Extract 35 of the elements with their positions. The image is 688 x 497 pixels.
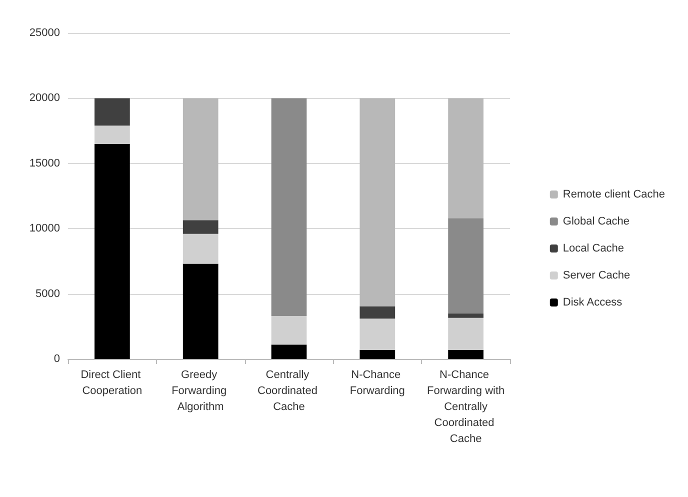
bar xyxy=(448,350,484,359)
x-tick-label: N-Chance Forwarding xyxy=(350,369,405,397)
y-tick-label: 15000 xyxy=(29,157,60,170)
bar xyxy=(94,126,130,144)
legend-label: Remote client Cache xyxy=(562,188,666,200)
legend-label: Local Cache xyxy=(562,242,624,254)
legend-label: Server Cache xyxy=(562,270,630,282)
bar xyxy=(271,344,307,359)
y-tick-label: 10000 xyxy=(29,222,60,235)
y-tick-label: 20000 xyxy=(29,92,60,104)
bar xyxy=(182,98,218,220)
y-tick-label: 0 xyxy=(54,353,60,365)
x-tick-label: Direct Client Cooperation xyxy=(80,369,144,397)
x-tick-label: Centrally Coordinated Cache xyxy=(258,369,320,413)
bar xyxy=(360,350,396,359)
bar xyxy=(448,313,484,318)
bar xyxy=(448,218,484,314)
bar xyxy=(94,98,130,126)
bar xyxy=(271,316,307,345)
bar xyxy=(271,98,307,316)
bar xyxy=(182,234,218,264)
bar xyxy=(360,98,396,306)
bar xyxy=(360,318,396,350)
bar xyxy=(182,264,218,359)
bar xyxy=(182,220,218,234)
x-tick-label: Greedy Forwarding Algorithm xyxy=(172,369,230,413)
bar xyxy=(360,306,396,319)
bar xyxy=(448,318,484,350)
y-tick-label: 5000 xyxy=(36,288,60,300)
bar xyxy=(94,144,130,359)
legend-label: Disk Access xyxy=(562,296,623,308)
legend-label: Global Cache xyxy=(562,216,630,228)
bar xyxy=(448,98,484,218)
x-tick-label: N-Chance Forwarding with Centrally Coordinated Cache xyxy=(426,369,505,445)
y-tick-label: 25000 xyxy=(29,27,60,39)
